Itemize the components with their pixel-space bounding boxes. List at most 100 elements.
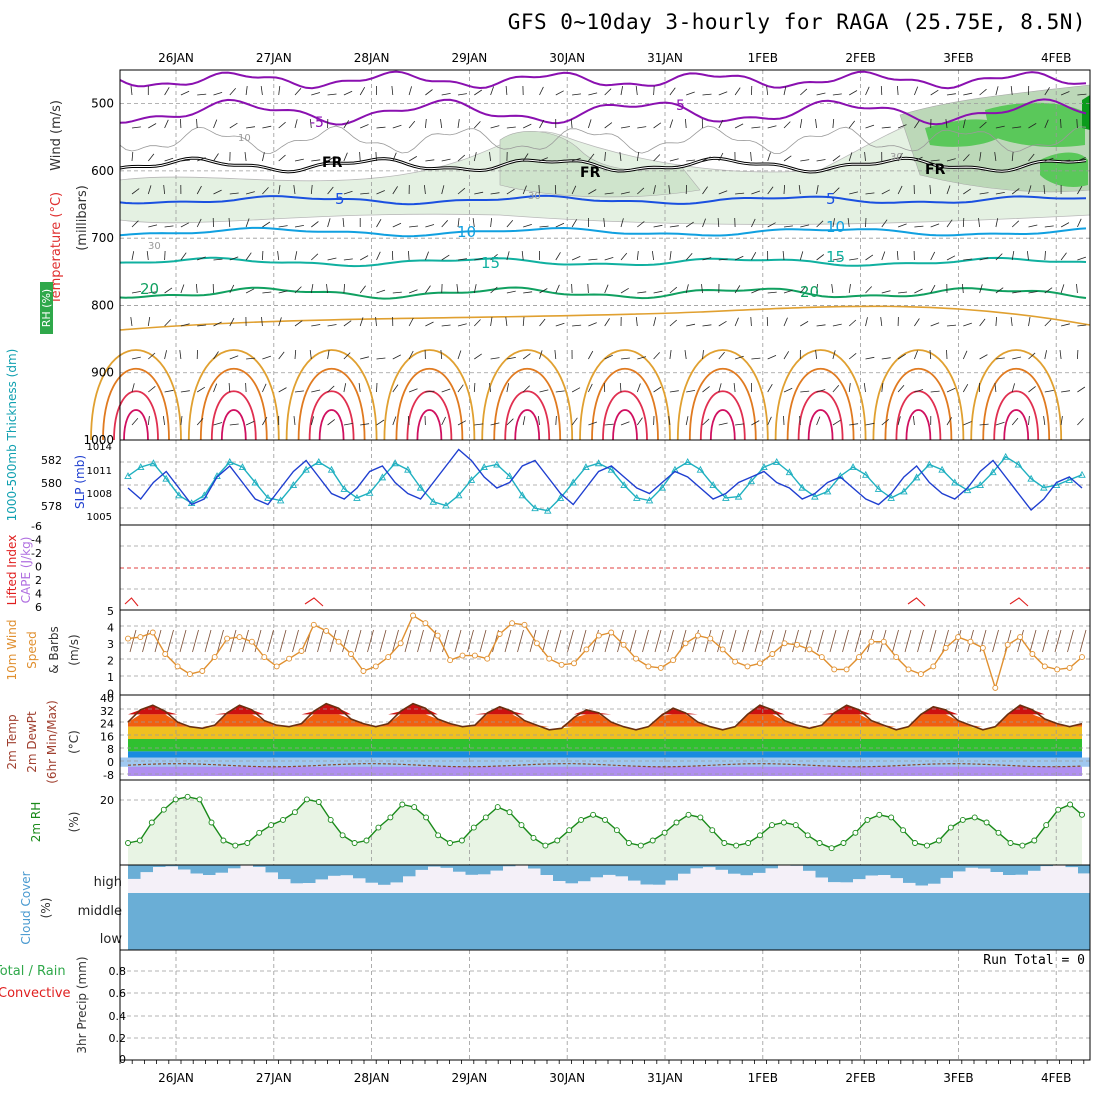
wind-barb: [1010, 86, 1013, 96]
wind-barb: [262, 355, 272, 360]
wind-barb: [995, 357, 1005, 360]
rh2m-point: [256, 829, 263, 836]
contour-rh-10: [119, 125, 1087, 155]
panel-frame-precip: [119, 949, 1091, 1061]
wind-barb: [619, 152, 622, 162]
rh2m-point: [387, 814, 394, 821]
ylabel-rh2m: 2m RH: [29, 802, 43, 843]
wind-barb: [506, 126, 516, 129]
bl-contour-30: [688, 367, 757, 441]
wind-barb: [865, 317, 868, 327]
rh2m-point: [280, 816, 286, 823]
cloud-high-bar: [153, 865, 166, 867]
thickness-point: [1027, 474, 1035, 482]
bl-contour-25: [872, 349, 965, 441]
wind-barb: [392, 416, 397, 426]
thickness-point: [454, 491, 463, 499]
wind-barb: [376, 190, 385, 195]
wind10-barb: [542, 629, 549, 653]
rh2m-point: [769, 822, 775, 829]
wind-barb: [311, 389, 321, 393]
wind-barb: [832, 187, 840, 195]
bl-contour-25: [383, 349, 476, 441]
wind-tick-2: 2: [107, 655, 114, 668]
wind-barb: [669, 286, 678, 294]
wind-barb: [735, 192, 745, 195]
wind-barb: [914, 389, 924, 393]
thickness-point: [404, 465, 412, 473]
rh2m-point: [303, 796, 310, 803]
wind-barb: [229, 256, 239, 261]
wind-barb: [930, 159, 940, 162]
li-segment: [304, 597, 324, 607]
wind10-barb: [504, 629, 512, 653]
wind-barb: [653, 224, 663, 228]
wind10-point: [694, 632, 701, 639]
thickness-point: [607, 465, 616, 473]
wind-barb: [783, 155, 792, 162]
rh-fill-70-b: [985, 102, 1085, 147]
slp-tick-1005: 1005: [87, 512, 112, 523]
thickness-point: [289, 481, 298, 489]
wind-barb: [359, 285, 366, 294]
wind-barb: [311, 92, 321, 96]
wind-barb: [391, 85, 394, 96]
date-bottom-27JAN: 27JAN: [256, 1071, 292, 1085]
ylabel-temp2m: 2m Temp: [5, 714, 19, 769]
cloud-high-bar: [878, 865, 891, 875]
temp-tick-0: 0: [107, 756, 114, 769]
wind-barb: [474, 319, 481, 327]
wind-barb: [180, 323, 190, 327]
wind10-barb: [242, 629, 249, 653]
wind-barb: [213, 92, 223, 96]
wind-barb: [196, 417, 204, 426]
cloud-high-bar: [340, 865, 353, 876]
wind-barb: [229, 317, 235, 327]
wind-barb: [147, 153, 155, 162]
wind-barb: [278, 154, 286, 162]
wind-barb: [995, 218, 999, 228]
wind10-point: [533, 640, 540, 647]
rh2m-point: [852, 829, 859, 836]
wind-barb: [409, 225, 419, 228]
contour-freezing-inner: [119, 157, 1087, 173]
wind-barb: [994, 383, 997, 393]
date-bottom-3FEB: 3FEB: [943, 1071, 973, 1085]
thickness-point: [569, 478, 577, 486]
wind-barb: [425, 321, 434, 327]
wind-barb: [490, 357, 500, 360]
cloud-high-bar: [740, 865, 753, 876]
wind-barb: [262, 383, 267, 393]
rh2m-point: [912, 840, 918, 846]
wind-barb: [702, 156, 711, 162]
wind-barb: [164, 119, 169, 129]
wind-barb: [751, 289, 760, 294]
thickness-point: [264, 493, 272, 501]
wind-barb: [555, 390, 565, 393]
wind-barb: [1011, 251, 1015, 261]
wind-barb: [376, 126, 386, 129]
wind-tick-3: 3: [107, 638, 114, 651]
wind-barb: [441, 158, 451, 162]
wind-barb: [131, 251, 135, 261]
wind10-barb: [404, 629, 412, 653]
precip-tick-0.4: 0.4: [109, 1010, 127, 1023]
wind10-point: [1041, 663, 1048, 670]
thickness-point: [556, 493, 565, 501]
wind-barb: [588, 119, 592, 129]
wind-barb: [816, 159, 826, 162]
wind-barb: [376, 357, 386, 360]
wind-barb: [392, 291, 402, 294]
wind10-point: [732, 658, 739, 665]
wind-barb: [653, 317, 657, 327]
wind-barb: [1077, 418, 1084, 426]
wind10-barb: [842, 629, 849, 653]
wind-barb: [994, 152, 997, 162]
li-tick-0: 0: [35, 561, 42, 574]
wind-barb: [408, 120, 416, 129]
wind-barb: [702, 350, 704, 360]
wind10-barb: [579, 629, 587, 653]
thickness-point: [353, 493, 361, 501]
rh2m-point: [160, 806, 167, 813]
cloud-high-bar: [828, 865, 841, 883]
